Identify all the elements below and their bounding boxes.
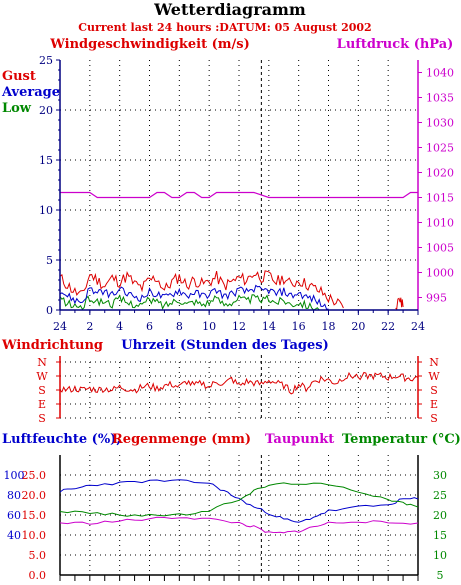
pressure-series bbox=[60, 191, 418, 199]
hour-tick-label: 6 bbox=[146, 320, 153, 333]
wind-ytick-label: 5 bbox=[46, 254, 53, 267]
legend-rain: Regenmenge (mm) bbox=[112, 432, 251, 447]
wind-ytick-label: 20 bbox=[39, 104, 53, 117]
hour-tick-label: 18 bbox=[322, 320, 336, 333]
temperature-tick-label: 20 bbox=[433, 509, 447, 522]
time-axis-label: Uhrzeit (Stunden des Tages) bbox=[121, 338, 328, 353]
pressure-ytick-label: 1010 bbox=[426, 217, 454, 230]
direction-label-right: S bbox=[430, 412, 438, 425]
direction-label-left: N bbox=[37, 356, 47, 369]
legend-average: Average bbox=[1, 85, 60, 100]
rain-tick-label: 0.0 bbox=[29, 569, 47, 582]
pressure-ytick-label: 1040 bbox=[426, 67, 454, 80]
hour-tick-label: 2 bbox=[86, 320, 93, 333]
hour-tick-label: 8 bbox=[176, 320, 183, 333]
rain-tick-label: 10.0 bbox=[22, 529, 47, 542]
humidity-series bbox=[59, 479, 419, 523]
wind-ytick-label: 0 bbox=[46, 304, 53, 317]
hour-tick-label: 12 bbox=[232, 320, 246, 333]
direction-label-right: E bbox=[430, 398, 438, 411]
wind-axis-label: Windgeschwindigkeit (m/s) bbox=[49, 37, 249, 52]
direction-label-right: W bbox=[428, 370, 440, 383]
direction-axis-label: Windrichtung bbox=[1, 338, 103, 353]
pressure-ytick-label: 1035 bbox=[426, 92, 454, 105]
wind-ytick-label: 25 bbox=[39, 54, 53, 67]
temperature-tick-label: 10 bbox=[433, 549, 447, 562]
humidity-tick-label: 100 bbox=[4, 469, 25, 482]
pressure-ytick-label: 1015 bbox=[426, 192, 454, 205]
legend-humidity: Luftfeuchte (%), bbox=[2, 432, 121, 447]
hour-tick-label: 22 bbox=[381, 320, 395, 333]
direction-label-left: S bbox=[38, 384, 46, 397]
hour-tick-label: 24 bbox=[411, 320, 425, 333]
direction-series bbox=[59, 371, 419, 395]
pressure-axis-label: Luftdruck (hPa) bbox=[337, 37, 454, 52]
pressure-ytick-label: 1025 bbox=[426, 142, 454, 155]
pressure-ytick-label: 995 bbox=[426, 292, 447, 305]
legend-dewpoint: Taupunkt bbox=[265, 432, 334, 447]
humidity-tick-label: 60 bbox=[7, 509, 21, 522]
legend-low: Low bbox=[2, 101, 32, 116]
wind-ytick-label: 10 bbox=[39, 204, 53, 217]
temperature-tick-label: 15 bbox=[433, 529, 447, 542]
average-series bbox=[59, 284, 329, 310]
humidity-tick-label: 40 bbox=[7, 529, 21, 542]
rain-tick-label: 20.0 bbox=[22, 489, 47, 502]
pressure-ytick-label: 1030 bbox=[426, 117, 454, 130]
gust-series bbox=[59, 270, 344, 309]
rain-tick-label: 15.0 bbox=[22, 509, 47, 522]
temperature-series bbox=[59, 482, 419, 517]
gust-series bbox=[395, 297, 404, 311]
chart-title: Wetterdiagramm bbox=[153, 0, 306, 19]
hour-tick-label: 14 bbox=[262, 320, 276, 333]
hour-tick-label: 20 bbox=[351, 320, 365, 333]
hour-tick-label: 4 bbox=[116, 320, 123, 333]
legend-temperature: Temperatur (°C) bbox=[342, 432, 461, 447]
temperature-tick-label: 30 bbox=[433, 469, 447, 482]
temperature-tick-label: 5 bbox=[437, 569, 444, 582]
chart-subtitle: Current last 24 hours :DATUM: 05 August … bbox=[78, 21, 371, 34]
direction-label-left: W bbox=[36, 370, 48, 383]
direction-label-right: N bbox=[429, 356, 439, 369]
temperature-tick-label: 25 bbox=[433, 489, 447, 502]
direction-label-left: E bbox=[38, 398, 46, 411]
low-series bbox=[59, 294, 321, 311]
rain-tick-label: 25.0 bbox=[22, 469, 47, 482]
pressure-ytick-label: 1020 bbox=[426, 167, 454, 180]
pressure-ytick-label: 1005 bbox=[426, 242, 454, 255]
humidity-tick-label: 80 bbox=[7, 489, 21, 502]
pressure-ytick-label: 1000 bbox=[426, 267, 454, 280]
direction-label-left: S bbox=[38, 412, 46, 425]
wind-ytick-label: 15 bbox=[39, 154, 53, 167]
direction-label-right: S bbox=[430, 384, 438, 397]
rain-tick-label: 5.0 bbox=[29, 549, 47, 562]
dewpoint-series bbox=[59, 516, 419, 534]
hour-tick-label: 24 bbox=[53, 320, 67, 333]
hour-tick-label: 10 bbox=[202, 320, 216, 333]
hour-tick-label: 16 bbox=[292, 320, 306, 333]
legend-gust: Gust bbox=[2, 69, 36, 84]
